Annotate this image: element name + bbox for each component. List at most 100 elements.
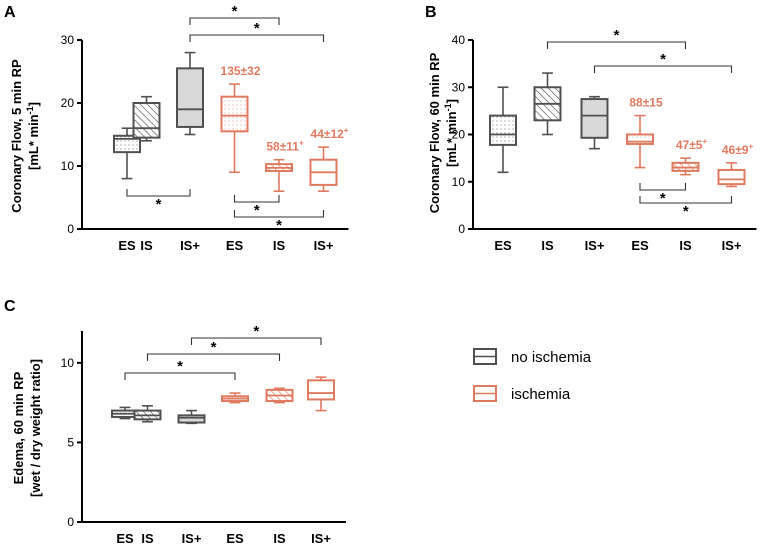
box-ischemia-ES — [221, 392, 249, 404]
bracket-line — [593, 65, 733, 73]
box-annotation: 58±11+ — [266, 139, 304, 154]
bracket-line — [189, 17, 280, 25]
significance-bracket: * — [189, 3, 280, 25]
y-axis-label-line1: Edema, 60 min RP — [11, 371, 26, 484]
panel-b: 0 10 20 30 40 Coronary Flow, 60 min RP [mL* mi… — [427, 27, 757, 253]
box-ischemia-IS: 47±5+ — [671, 137, 708, 176]
significance-bracket: * — [190, 323, 322, 345]
x-tick-label: IS+ — [314, 238, 334, 253]
x-tick-label: IS — [273, 238, 286, 253]
bracket-line — [189, 34, 325, 42]
box-iqr — [113, 134, 141, 154]
y-axis-label-line2: [wet / dry weight ratio] — [28, 359, 43, 497]
x-tick-label: IS — [140, 238, 153, 253]
panel-a: 0 10 20 30 Coronary Flow, 5 min RP [mL* min-1… — [9, 3, 349, 253]
bracket-line — [639, 183, 687, 191]
x-tick-label: IS+ — [722, 238, 742, 253]
y-tick-label: 10 — [452, 175, 466, 189]
x-tick-label: IS+ — [182, 531, 202, 546]
box-iqr — [580, 98, 609, 139]
significance-star: * — [660, 190, 666, 207]
significance-bracket: * — [189, 20, 325, 42]
significance-star: * — [276, 217, 282, 234]
significance-star: * — [614, 27, 620, 44]
box-ischemia-IS-plus — [307, 376, 335, 412]
box-no-ischemia-IS-plus — [580, 95, 609, 150]
x-tick-label: ES — [116, 531, 134, 546]
box-no-ischemia-ES — [113, 127, 141, 180]
bracket-line — [146, 353, 281, 361]
y-axis-label: Coronary Flow, 60 min RP [mL* min-1] — [427, 52, 459, 213]
y-tick-label: 30 — [452, 80, 466, 94]
significance-star: * — [660, 51, 666, 68]
box-iqr — [220, 95, 249, 133]
significance-bracket: * — [146, 339, 281, 361]
significance-star: * — [254, 202, 260, 219]
legend-entry-ischemia: ischemia — [473, 385, 571, 403]
significance-star: * — [156, 196, 162, 213]
significance-bracket: * — [639, 183, 687, 207]
significance-bracket: * — [233, 195, 280, 219]
bracket-line — [546, 41, 687, 49]
y-tick-label: 0 — [67, 515, 74, 529]
box-annotation: 88±15 — [629, 96, 663, 110]
x-tick-label: ES — [226, 238, 244, 253]
panel-c: 0 5 10 Edema, 60 min RP [wet / dry weight ra… — [11, 323, 346, 546]
box-iqr — [176, 67, 204, 128]
significance-bracket: * — [639, 196, 733, 220]
box-ischemia-ES: 135±32 — [220, 64, 261, 174]
legend-label-ischemia: ischemia — [511, 386, 571, 403]
box-no-ischemia-ES — [111, 406, 139, 420]
bracket-line — [233, 195, 280, 203]
x-tick-label: IS+ — [311, 531, 331, 546]
box-ischemia-IS-plus: 46±9+ — [717, 142, 754, 188]
significance-star: * — [211, 339, 217, 356]
x-tick-label: IS+ — [180, 238, 200, 253]
bracket-line — [190, 337, 322, 345]
significance-bracket: * — [546, 27, 687, 49]
panel-letter-a: A — [4, 4, 16, 21]
y-axis-label-line2: [mL* min-1] — [443, 99, 459, 167]
box-no-ischemia-IS — [533, 72, 562, 136]
x-tick-label: ES — [631, 238, 649, 253]
bracket-line — [126, 189, 191, 197]
y-tick-label: 0 — [458, 222, 465, 236]
y-axis-label: Coronary Flow, 5 min RP [mL* min-1] — [9, 59, 41, 213]
box-ischemia-IS: 58±11+ — [265, 139, 304, 192]
box-ischemia-IS — [265, 387, 294, 404]
box-annotation: 46±9+ — [722, 142, 754, 157]
bracket-line — [124, 372, 236, 380]
panel-letter-c: C — [4, 298, 16, 315]
box-annotation: 135±32 — [221, 64, 261, 78]
box-iqr — [717, 168, 746, 186]
bracket-line — [639, 196, 733, 204]
y-tick-label: 20 — [61, 96, 75, 110]
box-iqr — [626, 133, 654, 145]
y-axis-label-line2: [mL* min-1] — [25, 102, 41, 170]
y-tick-label: 10 — [61, 159, 75, 173]
y-axis-label: Edema, 60 min RP [wet / dry weight ratio] — [11, 359, 43, 497]
panel-letter-b: B — [425, 4, 437, 21]
box-ischemia-ES: 88±15 — [626, 96, 663, 169]
x-tick-label: IS — [679, 238, 692, 253]
y-axis-label-line1: Coronary Flow, 60 min RP — [427, 52, 442, 213]
significance-bracket: * — [126, 189, 191, 213]
x-tick-label: IS — [541, 238, 554, 253]
y-tick-label: 40 — [452, 33, 466, 47]
box-no-ischemia-ES — [489, 86, 517, 174]
y-tick-label: 0 — [67, 222, 74, 236]
significance-bracket: * — [593, 51, 733, 73]
significance-bracket: * — [233, 210, 325, 234]
bracket-line — [233, 210, 325, 218]
box-annotation: 44±12+ — [311, 126, 349, 141]
box-no-ischemia-IS-plus — [176, 51, 204, 136]
x-tick-label: IS+ — [585, 238, 605, 253]
box-annotation: 47±5+ — [676, 137, 708, 152]
y-tick-label: 10 — [61, 356, 75, 370]
box-no-ischemia-IS — [133, 405, 162, 423]
box-ischemia-IS-plus: 44±12+ — [309, 126, 349, 192]
box-no-ischemia-IS — [132, 95, 161, 142]
box-no-ischemia-IS-plus — [177, 409, 206, 425]
x-tick-label: ES — [494, 238, 512, 253]
